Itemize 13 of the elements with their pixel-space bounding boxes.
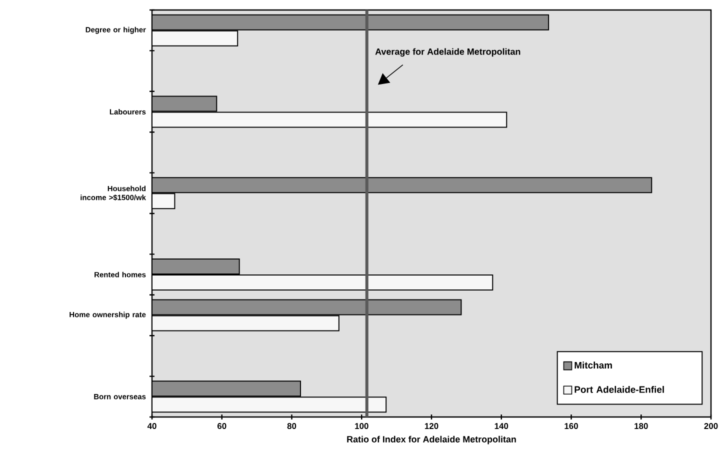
x-tick-label: 40 [147,423,156,430]
x-tick-label: 160 [564,423,578,430]
x-tick-label: 80 [287,423,296,430]
legend-label: Mitcham [574,362,612,369]
x-tick-label: 200 [704,423,718,430]
ref-line-label: Average for Adelaide Metropolitan [375,48,520,57]
x-tick-label: 140 [494,423,508,430]
legend-label: Port Adelaide-Enfiel [574,386,664,393]
x-tick-label: 100 [355,423,368,430]
x-tick-label: 60 [217,423,226,430]
x-tick-label: 180 [634,423,648,430]
x-tick-label: 120 [424,423,438,430]
x-axis-title: Ratio of Index for Adelaide Metropolitan [347,436,516,444]
